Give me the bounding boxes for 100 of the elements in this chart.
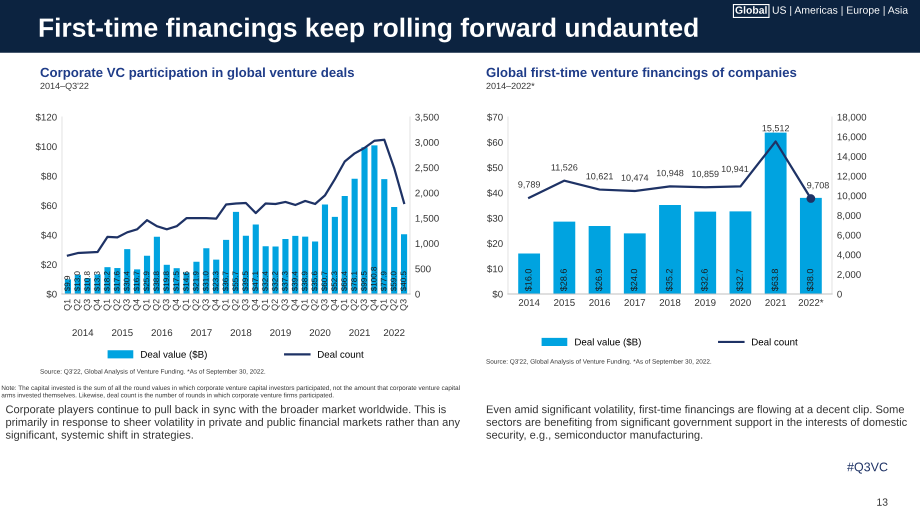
data-label: $21.9: [192, 271, 200, 292]
data-label: $28.6: [560, 269, 568, 292]
y2-tick-label: 18,000: [838, 114, 866, 122]
text: US | Americas | Europe | Asia: [772, 6, 908, 16]
bar: [624, 233, 646, 294]
y2-tick-label: 500: [415, 265, 431, 272]
x-tick-label: Q4: [291, 299, 300, 310]
x-tick-label: 2015: [554, 299, 575, 306]
y-tick-label: $60: [487, 138, 503, 146]
x-tick-label: Q1: [182, 299, 191, 310]
y2-tick-label: 4,000: [837, 251, 861, 260]
y-tick-label: $40: [41, 231, 57, 240]
data-label: $77.9: [380, 271, 387, 292]
x-tick-label: Q3: [360, 299, 369, 310]
x-tick-label: 2021: [765, 299, 786, 306]
text: 2018: [230, 329, 252, 336]
bar: [764, 132, 787, 294]
x-tick-label: Q1: [380, 299, 388, 310]
data-label: $52.3: [330, 271, 338, 292]
x-tick-label: Q4: [94, 299, 102, 310]
data-label: 10,474: [622, 174, 648, 182]
bar: [232, 212, 240, 294]
y-tick-label: $60: [41, 202, 57, 210]
data-label: $13.0: [74, 271, 80, 292]
bar: [800, 198, 822, 294]
text: 13: [877, 498, 888, 506]
y2-tick-label: 0: [837, 290, 842, 298]
y-tick-label: $70: [487, 113, 503, 122]
data-label: $40.5: [400, 271, 407, 292]
y-tick-label: $40: [487, 189, 503, 198]
data-label: $60.7: [321, 271, 328, 292]
x-tick-label: Q3: [123, 299, 132, 310]
x-tick-label: Q3: [242, 299, 250, 310]
x-tick-label: Q1: [262, 299, 270, 310]
y2-tick-label: 2,500: [415, 164, 439, 172]
bar: [332, 216, 338, 294]
x-tick-label: Q2: [350, 299, 359, 310]
x-tick-label: 2020: [730, 299, 751, 306]
x-tick-label: Q3: [400, 299, 408, 310]
x-tick-label: Q3: [281, 299, 290, 310]
data-label: $55.7: [232, 271, 239, 292]
y2-tick-label: 8,000: [837, 212, 861, 220]
data-label: 9,789: [518, 181, 540, 189]
data-label: $32.4: [262, 271, 268, 292]
x-tick-label: Q1: [340, 299, 349, 310]
y-tick-label: $100: [36, 142, 57, 151]
data-label: $36.7: [222, 271, 229, 292]
text: 2019: [270, 329, 291, 336]
x-tick-label: Q4: [212, 299, 220, 310]
data-label: 10,948: [656, 170, 684, 178]
x-tick-label: Q3: [84, 299, 92, 310]
x-tick-label: Q3: [162, 299, 171, 310]
data-label: $24.0: [630, 268, 638, 292]
x-tick-label: Q2: [113, 299, 122, 310]
data-label: $9.9: [64, 276, 71, 292]
data-label: $38.8: [153, 271, 160, 292]
data-label: $35.6: [311, 271, 318, 292]
x-tick-label: Q2: [232, 299, 240, 310]
y2-tick-label: 14,000: [838, 153, 866, 162]
data-label: $32.7: [736, 269, 744, 292]
bar: [124, 249, 130, 294]
y-tick-label: $20: [487, 240, 503, 248]
data-label: $32.6: [700, 269, 708, 292]
data-label: $17.6: [113, 271, 120, 292]
text: 2014: [72, 329, 94, 336]
bar: [302, 236, 308, 294]
y2-tick-label: 6,000: [837, 232, 861, 240]
bar: [322, 204, 328, 294]
bar: [391, 206, 398, 294]
y-tick-label: $0: [46, 290, 57, 298]
data-label: $66.4: [340, 271, 348, 292]
x-tick-label: Q1: [143, 299, 152, 310]
chart-subtitle: 2014–Q3'22: [40, 82, 88, 91]
legend-label: Deal value ($B): [141, 350, 207, 360]
y2-tick-label: 10,000: [838, 192, 866, 200]
y2-tick-label: 1,000: [416, 240, 439, 248]
x-tick-label: 2019: [694, 299, 716, 306]
data-label: $47.1: [252, 271, 258, 292]
data-label: $78.1: [350, 271, 358, 292]
data-label: 15,512: [762, 124, 790, 132]
data-label: $25.9: [143, 271, 150, 292]
x-tick-label: Q2: [390, 299, 398, 310]
x-tick-label: Q2: [192, 299, 200, 310]
data-label: 10,941: [722, 166, 748, 174]
bar: [588, 226, 610, 294]
y2-tick-label: 16,000: [838, 133, 866, 142]
y2-tick-label: 0: [415, 290, 420, 298]
x-tick-label: Q4: [370, 299, 378, 310]
data-label: $19.8: [162, 271, 170, 292]
text: 2020: [310, 329, 330, 336]
data-label: $63.8: [771, 269, 779, 292]
bar: [352, 178, 358, 294]
data-label: $39.5: [242, 271, 249, 292]
data-label: $38.0: [806, 268, 814, 292]
x-tick-label: Q4: [252, 299, 260, 310]
y-tick-label: $80: [41, 172, 57, 180]
data-label: $18.2: [104, 271, 110, 292]
data-label: $59.0: [390, 271, 397, 292]
y-tick-label: $0: [492, 290, 503, 298]
x-tick-label: Q1: [222, 299, 230, 310]
